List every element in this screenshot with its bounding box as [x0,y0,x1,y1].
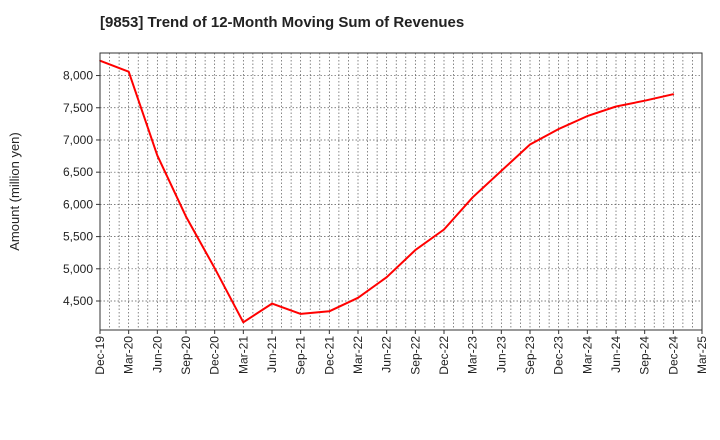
x-tick-label: Mar-21 [236,336,250,374]
data-point [385,276,388,278]
data-point [471,196,474,199]
data-point [414,249,417,251]
data-point [127,70,130,73]
x-tick-label: Sep-22 [408,336,422,375]
y-axis-ticks: 4,500 5,000 5,500 6,000 6,500 7,000 7,500 8,000 [63,69,100,308]
data-point [529,143,531,146]
y-tick-label: 4,500 [63,294,93,308]
data-point [615,105,617,108]
data-point [443,228,445,231]
x-tick-label: Sep-21 [294,336,308,375]
series-layer [99,59,675,324]
x-tick-label: Mar-23 [466,336,480,374]
x-tick-label: Dec-22 [437,336,451,375]
x-tick-label: Mar-22 [351,336,365,374]
x-tick-label: Jun-21 [265,336,279,373]
data-point [299,313,302,315]
x-tick-label: Sep-20 [179,336,193,375]
x-tick-label: Jun-24 [609,336,623,373]
x-tick-label: Mar-24 [580,336,594,374]
x-tick-label: Sep-24 [638,336,652,375]
y-tick-label: 7,000 [63,133,93,147]
y-tick-label: 8,000 [63,69,93,83]
gridlines [100,53,702,330]
chart-title: [9853] Trend of 12-Month Moving Sum of R… [100,14,465,31]
y-tick-label: 5,500 [63,230,93,244]
data-point [557,128,560,130]
x-tick-label: Jun-20 [150,336,164,373]
x-tick-label: Dec-20 [208,336,222,375]
x-tick-label: Jun-22 [380,336,394,373]
x-tick-label: Mar-20 [122,336,136,374]
y-tick-label: 5,000 [63,262,93,276]
x-tick-label: Mar-25 [695,336,709,374]
y-axis-title: Amount (million yen) [7,132,22,251]
x-tick-label: Dec-23 [552,336,566,375]
data-point [271,302,273,305]
x-tick-label: Dec-21 [322,336,336,375]
y-tick-label: 6,500 [63,165,93,179]
y-tick-label: 6,000 [63,197,93,211]
plot-frame [99,52,703,331]
data-point [242,321,245,324]
data-point [357,296,359,299]
data-point [156,154,159,157]
x-tick-label: Dec-19 [93,336,107,375]
x-axis-ticks: Dec-19 Mar-20 Jun-20 Sep-20 Dec-20 Mar-21 Jun-… [93,330,709,375]
x-tick-label: Dec-24 [666,336,680,375]
data-point [643,99,646,102]
y-tick-label: 7,500 [63,101,93,115]
data-point [672,93,675,96]
x-tick-label: Jun-23 [494,336,508,373]
data-point [586,115,589,117]
data-point [500,170,503,172]
x-tick-label: Sep-23 [523,336,537,375]
data-point [213,267,216,269]
data-point [328,310,331,313]
data-point [185,215,187,218]
